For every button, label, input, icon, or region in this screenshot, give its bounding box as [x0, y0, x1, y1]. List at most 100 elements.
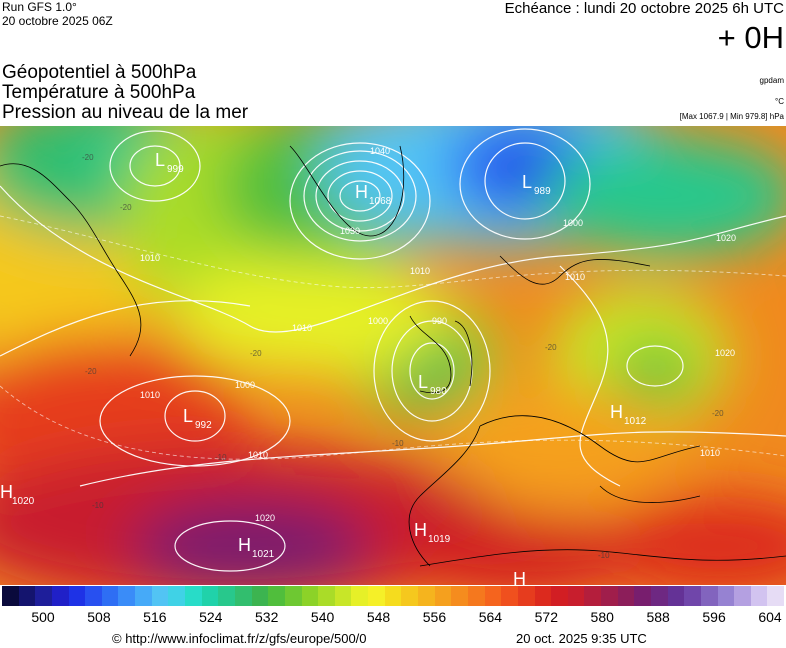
colorbar-swatch [168, 586, 186, 606]
colorbar-swatch [35, 586, 52, 606]
colorbar-swatch [418, 586, 435, 606]
colorbar-swatch [617, 586, 635, 606]
colorbar-swatch [334, 586, 352, 606]
colorbar-tick-label: 532 [255, 609, 279, 625]
isobar-label: 1010 [565, 272, 585, 282]
colorbar-swatch [384, 586, 402, 606]
colorbar-swatch [734, 586, 751, 606]
center-letter: H [0, 482, 13, 502]
center-letter: L [522, 172, 532, 192]
isobar-label: 1030 [340, 226, 360, 236]
center-value: 1019 [428, 534, 451, 545]
temperature-label: -20 [120, 203, 132, 212]
temperature-label: -10 [598, 551, 610, 560]
isobar-label: 1020 [715, 348, 735, 358]
colorbar-swatch [318, 586, 335, 606]
colorbar-tick-label: 524 [199, 609, 223, 625]
colorbar-swatch [501, 586, 518, 606]
temperature-label: -10 [215, 453, 227, 462]
colorbar-swatch [284, 586, 302, 606]
colorbar-swatch [2, 586, 19, 606]
colorbar-swatch [118, 586, 136, 606]
colorbar-swatch [185, 586, 202, 606]
isobar-label: 1010 [292, 323, 312, 333]
temperature-label: -20 [85, 367, 97, 376]
colorbar-swatch [234, 586, 252, 606]
isobar-label: 1010 [700, 448, 720, 458]
temperature-label: -10 [92, 501, 104, 510]
center-letter: L [183, 406, 193, 426]
colorbar-swatch [351, 586, 369, 606]
isobar-label: 1000 [235, 380, 255, 390]
unit-geopotential: gpdam [759, 76, 784, 85]
colorbar-swatch [251, 586, 269, 606]
center-letter: L [155, 150, 165, 170]
colorbar-tick-label: 580 [590, 609, 614, 625]
layer-pressure-title: Pression au niveau de la mer [2, 102, 249, 123]
isobar-label: 1040 [370, 146, 390, 156]
isobar-label: 1010 [410, 266, 430, 276]
colorbar-swatch [135, 586, 152, 606]
run-title: Run GFS 1.0° [2, 0, 77, 14]
center-letter: H [355, 182, 368, 202]
isobar-label: 1020 [255, 513, 275, 523]
temperature-label: -20 [545, 343, 557, 352]
colorbar-swatch [650, 586, 668, 606]
center-letter: H [610, 402, 623, 422]
colorbar-tick-label: 564 [478, 609, 503, 625]
temperature-isotherms [0, 215, 786, 460]
colorbar-tick-label: 540 [310, 609, 335, 625]
center-letter: L [418, 372, 428, 392]
colorbar-swatch [700, 586, 718, 606]
temperature-labels: -20 -20 -20 -10 -10 -20 -10 -10 -20 -20 [82, 153, 724, 560]
weather-map: L 999 H 1068 L 989 L 980 L 992 [0, 126, 786, 585]
isobar-label: 1010 [140, 390, 160, 400]
run-date: 20 octobre 2025 06Z [2, 14, 113, 28]
colorbar-swatch [517, 586, 535, 606]
colorbar-swatch [551, 586, 568, 606]
isobar-labels: 1040 1030 1000 1010 1020 1010 1000 990 1… [140, 146, 736, 523]
colorbar [2, 586, 785, 606]
colorbar-tick-label: 604 [758, 609, 782, 625]
colorbar-ticks: 500 508 516 524 532 540 548 556 564 572 580 588 596 6… [0, 609, 786, 625]
colorbar-swatch [634, 586, 651, 606]
center-value: 1020 [12, 496, 35, 507]
pressure-centers: L 999 H 1068 L 989 L 980 L 992 [0, 150, 647, 585]
center-value: 999 [167, 164, 184, 175]
valid-time: Echéance : lundi 20 octobre 2025 6h UTC [504, 0, 784, 17]
colorbar-swatch [401, 586, 419, 606]
isobar-label: 990 [432, 316, 447, 326]
colorbar-swatch [201, 586, 219, 606]
colorbar-swatch [667, 586, 685, 606]
colorbar-tick-label: 508 [87, 609, 111, 625]
center-letter: H [414, 520, 427, 540]
colorbar-tick-label: 596 [702, 609, 726, 625]
colorbar-tick-label: 516 [143, 609, 167, 625]
colorbar-swatch [467, 586, 485, 606]
colorbar-swatch [601, 586, 618, 606]
unit-pressure-range: [Max 1067.9 | Min 979.8] hPa [679, 112, 784, 121]
colorbar-swatch [368, 586, 385, 606]
copyright-link[interactable]: © http://www.infoclimat.fr/z/gfs/europe/… [112, 631, 367, 646]
colorbar-swatch [301, 586, 319, 606]
center-value: 1021 [252, 549, 275, 560]
colorbar-swatch [101, 586, 119, 606]
colorbar-swatch [18, 586, 36, 606]
colorbar-swatch [68, 586, 86, 606]
colorbar-tick-label: 572 [534, 609, 558, 625]
isobar-label: 1020 [716, 233, 736, 243]
colorbar-swatch [434, 586, 452, 606]
colorbar-swatch [684, 586, 701, 606]
colorbar-tick-label: 556 [422, 609, 447, 625]
colorbar-tick-label: 548 [366, 609, 391, 625]
colorbar-swatch [268, 586, 285, 606]
center-value: 1012 [624, 416, 647, 427]
colorbar-swatch [51, 586, 69, 606]
layer-temperature-title: Température à 500hPa [2, 82, 196, 103]
colorbar-swatch [534, 586, 552, 606]
colorbar-swatch [567, 586, 585, 606]
generated-time: 20 oct. 2025 9:35 UTC [516, 631, 647, 646]
isobar-label: 1000 [563, 218, 583, 228]
temperature-label: -20 [712, 409, 724, 418]
colorbar-swatch [85, 586, 102, 606]
